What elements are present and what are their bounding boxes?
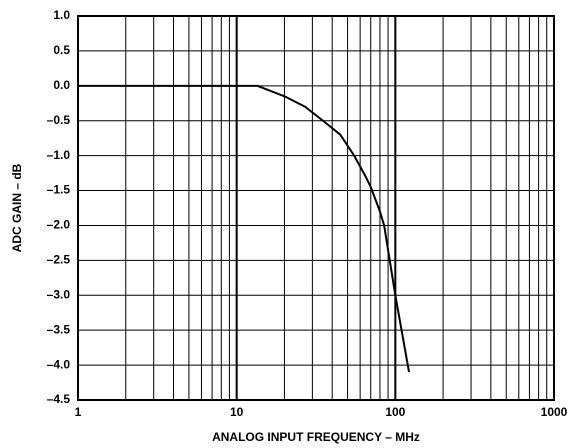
x-tick-label: 1000 [541, 405, 568, 419]
line-series [78, 84, 411, 373]
x-tick-label: 100 [385, 405, 405, 419]
y-tick-label: –3.0 [47, 287, 71, 301]
y-tick-label: –2.0 [47, 218, 71, 232]
y-tick-label: –2.5 [47, 253, 71, 267]
y-tick-label: 1.0 [53, 8, 70, 22]
y-tick-label: 0.5 [53, 43, 70, 57]
y-tick-label: –4.5 [47, 392, 71, 406]
y-tick-label: –1.0 [47, 148, 71, 162]
y-tick-label: –3.5 [47, 322, 71, 336]
x-tick-label: 1 [75, 405, 82, 419]
y-tick-label: –0.5 [47, 113, 71, 127]
x-axis-label: ANALOG INPUT FREQUENCY – MHz [212, 430, 420, 444]
y-tick-label: 0.0 [53, 78, 70, 92]
plot-frame [77, 15, 555, 401]
y-tick-label: –1.5 [47, 183, 71, 197]
x-tick-label: 10 [230, 405, 244, 419]
y-axis-label: ADC GAIN – dB [10, 163, 24, 252]
y-tick-label: –4.0 [47, 357, 71, 371]
